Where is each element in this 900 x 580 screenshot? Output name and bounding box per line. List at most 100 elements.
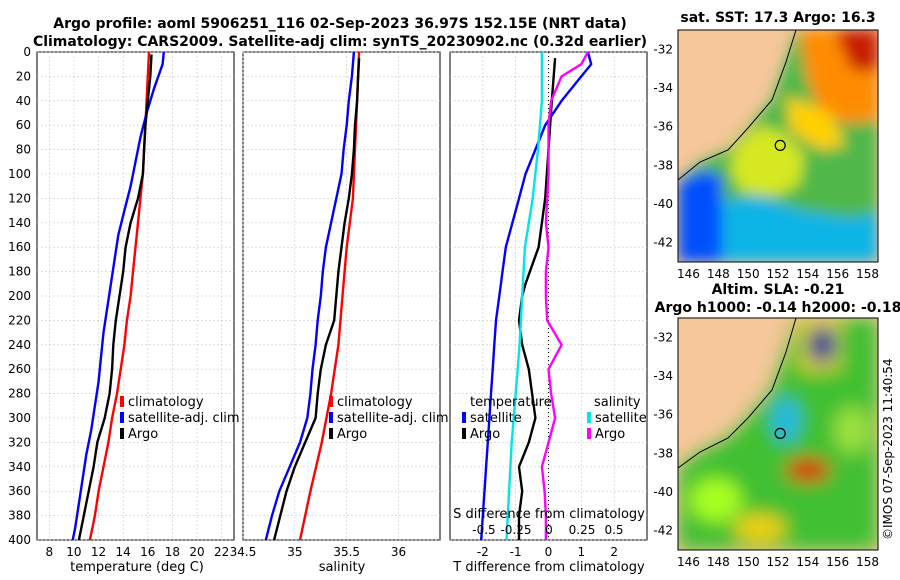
y-tick-label: 180 [8, 265, 31, 279]
x-tick-label: 20 [189, 545, 204, 559]
x-tick-label: 8 [45, 545, 53, 559]
map-y-tick: -32 [653, 330, 673, 344]
y-tick-label: 20 [16, 69, 31, 83]
map-y-tick: -40 [653, 485, 673, 499]
map-y-tick: -38 [653, 158, 673, 172]
y-tick-label: 40 [16, 94, 31, 108]
y-tick-label: 260 [8, 362, 31, 376]
y-tick-label: 120 [8, 191, 31, 205]
x-tick-label: -1 [510, 545, 522, 559]
map-x-tick: 152 [767, 267, 790, 281]
sst-map [677, 29, 879, 263]
inner-tick: 0 [545, 523, 553, 537]
sst-hot-core [834, 30, 878, 72]
sla-argo-marker [774, 427, 786, 439]
y-tick-label: 340 [8, 460, 31, 474]
salinity-legend: climatology satellite-adj. clim Argo [329, 395, 449, 442]
sst-cold-coastal [678, 170, 722, 262]
legend-swatch-climatology [120, 396, 124, 407]
legend-label: climatology [337, 395, 413, 410]
legend-label: climatology [128, 395, 204, 410]
x-tick-label: 16 [140, 545, 155, 559]
series-satellite-adj-clim [264, 52, 356, 540]
map-x-tick: 148 [707, 267, 730, 281]
legend-title-salinity: salinity [594, 395, 641, 410]
legend-swatch-t-satellite [462, 412, 466, 423]
sla-low-eddy [808, 327, 836, 363]
y-tick-label: 80 [16, 143, 31, 157]
temperature-legend: climatology satellite-adj. clim Argo [120, 395, 240, 442]
sla-high-eddy [786, 458, 830, 482]
legend-label: satellite [595, 411, 647, 426]
sla-map [677, 317, 879, 551]
inner-tick: 0.5 [604, 523, 623, 537]
map-y-tick: -38 [653, 446, 673, 460]
map-y-tick: -40 [653, 197, 673, 211]
difference-legend: temperature satellite Argo salinity sate… [462, 395, 647, 442]
panel-series [264, 52, 361, 540]
sst-cool-south [722, 196, 878, 262]
y-tick-label: 0 [23, 45, 31, 59]
difference-inner-ticks: -0.5 -0.25 0 0.25 0.5 [472, 523, 623, 537]
sst-coastline [678, 30, 797, 181]
x-tick-label: 22 [214, 545, 229, 559]
sst-warm-eddy [730, 126, 804, 196]
x-tick-label: 10 [66, 545, 81, 559]
series-layer [71, 52, 593, 540]
map-x-tick: 158 [856, 555, 879, 569]
map-x-tick: 156 [826, 555, 849, 569]
sla-coastal-positive [690, 478, 742, 522]
y-tick-label: 200 [8, 289, 31, 303]
sst-argo-marker [774, 139, 786, 151]
sst-map-title: sat. SST: 17.3 Argo: 16.3 [680, 10, 875, 26]
map-y-tick: -36 [653, 120, 673, 134]
legend-swatch-t-argo [462, 428, 466, 439]
x-tick-label: 0 [545, 545, 553, 559]
x-tick-label: 35.5 [333, 545, 360, 559]
x-tick-label: 34.5 [230, 545, 257, 559]
legend-swatch-satellite [120, 412, 124, 423]
y-tick-label: 300 [8, 411, 31, 425]
series-s-satellite [505, 52, 544, 540]
sla-negative-eddy [772, 398, 800, 442]
map-x-tick: 146 [677, 555, 700, 569]
x-tick-label: 36 [391, 545, 406, 559]
legend-label: satellite-adj. clim [128, 411, 240, 426]
y-tick-label: 100 [8, 167, 31, 181]
map-y-tick: -42 [653, 524, 673, 538]
sla-map-subtitle: Argo h1000: -0.14 h2000: -0.18 [655, 300, 900, 316]
sla-east-positive [834, 406, 870, 454]
map-x-tick: 158 [856, 267, 879, 281]
series-argo [77, 54, 153, 540]
sst-map-frame [677, 29, 879, 263]
map-y-tick: -42 [653, 236, 673, 250]
difference-xlabel: T difference from climatology [452, 560, 645, 575]
legend-label: Argo [337, 427, 367, 442]
y-tick-label: 380 [8, 509, 31, 523]
title-line1: Argo profile: aoml 5906251_116 02-Sep-20… [53, 16, 627, 32]
panel-series [480, 52, 593, 540]
sla-coastline [678, 318, 797, 469]
salinity-xlabel: salinity [319, 560, 366, 575]
y-tick-label: 280 [8, 387, 31, 401]
map-y-tick: -34 [653, 369, 673, 383]
legend-label: satellite-adj. clim [337, 411, 449, 426]
series-s-argo [540, 52, 589, 540]
series-argo [272, 58, 361, 540]
y-tick-label: 140 [8, 216, 31, 230]
legend-swatch-s-satellite [587, 412, 591, 423]
x-tick-label: 35 [287, 545, 302, 559]
legend-swatch-climatology [329, 396, 333, 407]
map-y-tick: -32 [653, 42, 673, 56]
legend-title-temperature: temperature [470, 395, 552, 410]
legend-label: Argo [128, 427, 158, 442]
map-x-tick: 150 [737, 555, 760, 569]
legend-swatch-satellite [329, 412, 333, 423]
map-y-tick: -36 [653, 408, 673, 422]
title-line2: Climatology: CARS2009. Satellite-adj cli… [33, 34, 647, 50]
map-y-tick: -34 [653, 81, 673, 95]
y-tick-label: 60 [16, 118, 31, 132]
x-tick-label: 14 [116, 545, 131, 559]
tick-labels: 8 10 12 14 16 18 20 22 34.5 35 35.5 36 -2 -1 0 1 2020406… [8, 45, 618, 559]
inner-tick: 0.25 [569, 523, 596, 537]
